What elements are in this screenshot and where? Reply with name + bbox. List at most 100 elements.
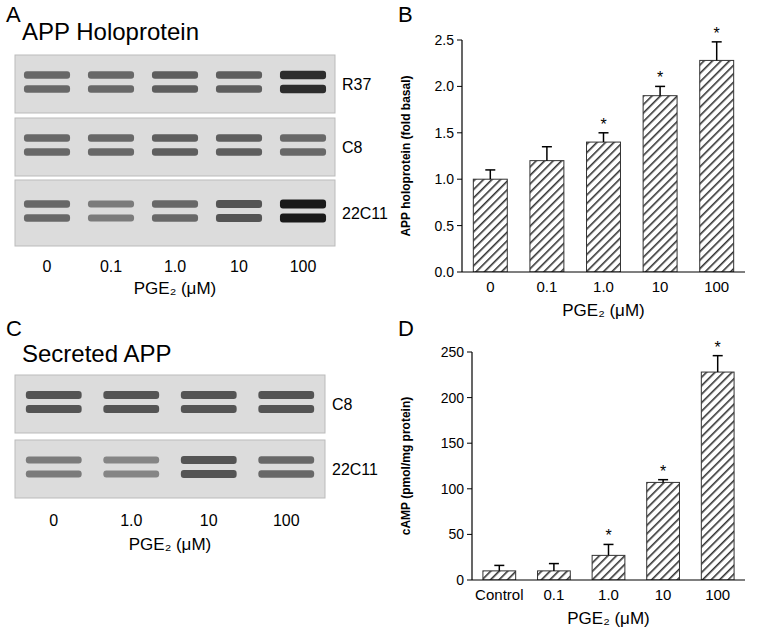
y-tick-label: 100: [441, 481, 465, 497]
bar: [530, 161, 564, 272]
band-lower: [258, 405, 314, 413]
y-axis: [461, 40, 462, 272]
bar: [592, 555, 625, 580]
band-lower: [152, 148, 198, 156]
x-tick-label: 0.1: [536, 278, 557, 295]
y-tick-label: 150: [441, 435, 465, 451]
band-upper: [216, 134, 262, 142]
error-stem: [553, 564, 555, 571]
bar: [473, 179, 507, 272]
band-upper: [152, 134, 198, 142]
band: [24, 200, 70, 221]
error-bar: [599, 133, 609, 142]
band-upper: [24, 134, 70, 141]
significance-mark: *: [657, 69, 663, 86]
blot-title: APP Holoprotein: [22, 18, 199, 45]
band-upper: [280, 200, 326, 209]
error-stem: [546, 147, 548, 161]
band-lower: [181, 470, 237, 478]
band: [181, 391, 237, 413]
error-cap: [494, 565, 504, 567]
band: [216, 200, 262, 222]
panel-label: B: [398, 2, 413, 27]
blot-title: Secreted APP: [22, 340, 171, 367]
y-tick: [467, 443, 472, 444]
band: [24, 134, 70, 155]
bar-chart: D***050100150200250Control0.11.010100PGE…: [398, 316, 745, 628]
significance-mark: *: [605, 527, 611, 544]
x-tick-label: 0.1: [543, 586, 564, 603]
error-bar: [485, 170, 495, 179]
y-tick: [467, 580, 472, 581]
lane-label: 1.0: [120, 512, 142, 529]
band-lower: [216, 148, 262, 156]
x-axis-label: PGE₂ (μM): [562, 301, 645, 320]
band: [181, 456, 237, 478]
row-label: R37: [342, 76, 371, 93]
y-tick-label: 0: [456, 572, 464, 588]
significance-mark: *: [715, 339, 721, 356]
error-stem: [603, 133, 605, 142]
y-tick-label: 250: [441, 344, 465, 360]
error-bar: [712, 42, 722, 61]
significance-mark: *: [660, 463, 666, 480]
blot-row: 22C11: [15, 440, 378, 498]
y-tick: [467, 488, 472, 489]
band-lower: [88, 85, 134, 92]
blot-row: C8: [15, 118, 363, 176]
error-bar: [655, 86, 665, 95]
lane-label: 10: [230, 258, 248, 275]
error-bar: [549, 564, 559, 571]
band: [216, 134, 262, 156]
band: [152, 71, 198, 93]
band-lower: [280, 85, 326, 94]
band: [152, 200, 198, 221]
y-tick-label: 2.0: [435, 78, 455, 94]
y-tick: [457, 272, 462, 273]
band-lower: [280, 148, 326, 155]
x-axis-label: PGE₂ (μM): [567, 609, 650, 628]
band-upper: [103, 457, 159, 464]
band: [152, 134, 198, 156]
lane-label: 1.0: [164, 258, 186, 275]
band: [103, 391, 159, 413]
blot-row: R37: [15, 55, 371, 113]
band: [103, 457, 159, 478]
x-tick-label: 0: [486, 278, 494, 295]
band-upper: [88, 71, 134, 78]
lane-label: 0: [43, 258, 52, 275]
y-tick-label: 50: [448, 526, 464, 542]
band-upper: [152, 200, 198, 207]
x-axis: [462, 271, 745, 272]
band-upper: [88, 201, 134, 208]
band: [26, 391, 82, 413]
band: [258, 391, 314, 413]
band-upper: [181, 391, 237, 399]
y-axis: [471, 352, 472, 580]
error-bar: [713, 356, 723, 372]
panel-label: C: [6, 316, 22, 341]
x-tick-label: 100: [704, 278, 729, 295]
y-tick-label: 0.5: [435, 218, 455, 234]
band: [258, 456, 314, 477]
error-bar: [542, 147, 552, 161]
band: [280, 134, 326, 155]
bar: [587, 142, 621, 272]
band-upper: [24, 200, 70, 207]
band-lower: [88, 148, 134, 155]
blot-background: [15, 180, 335, 246]
axis-label: PGE₂ (μM): [134, 279, 217, 298]
error-stem: [659, 86, 661, 95]
y-tick: [457, 86, 462, 87]
y-tick: [467, 534, 472, 535]
x-tick-label: 10: [655, 586, 672, 603]
band: [216, 71, 262, 93]
bar: [647, 482, 680, 580]
band-lower: [152, 214, 198, 221]
y-axis-label: cAMP (pmol/mg protein): [399, 397, 413, 535]
x-tick-label: 1.0: [598, 586, 619, 603]
bar: [643, 96, 677, 272]
y-tick-label: 1.5: [435, 125, 455, 141]
band-upper: [24, 71, 70, 78]
band-upper: [280, 134, 326, 141]
